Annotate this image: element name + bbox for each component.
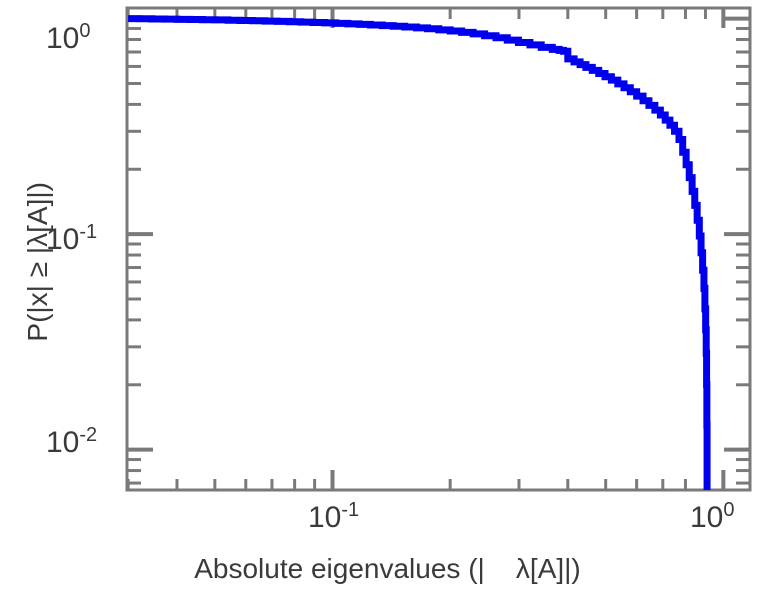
x-axis-title: Absolute eigenvalues (| λ[A]|) [194, 553, 581, 584]
x-tick-label-1e-1: 10-1 [308, 499, 360, 534]
y-tick-label-1e-1: 10-1 [46, 221, 98, 256]
y-tick-label-1e-2: 10-2 [46, 424, 98, 459]
y-axis-title-wrapper: P(|x| ≥ |λ[A]|) [21, 2, 55, 522]
axis-frame [125, 6, 752, 492]
data-series-layer [128, 15, 711, 490]
y-tick-label-1e0: 100 [46, 20, 91, 55]
x-tick-label-1e0: 100 [690, 499, 735, 534]
y-axis-title: P(|x| ≥ |λ[A]|) [22, 182, 54, 342]
tick-marks [126, 8, 750, 490]
